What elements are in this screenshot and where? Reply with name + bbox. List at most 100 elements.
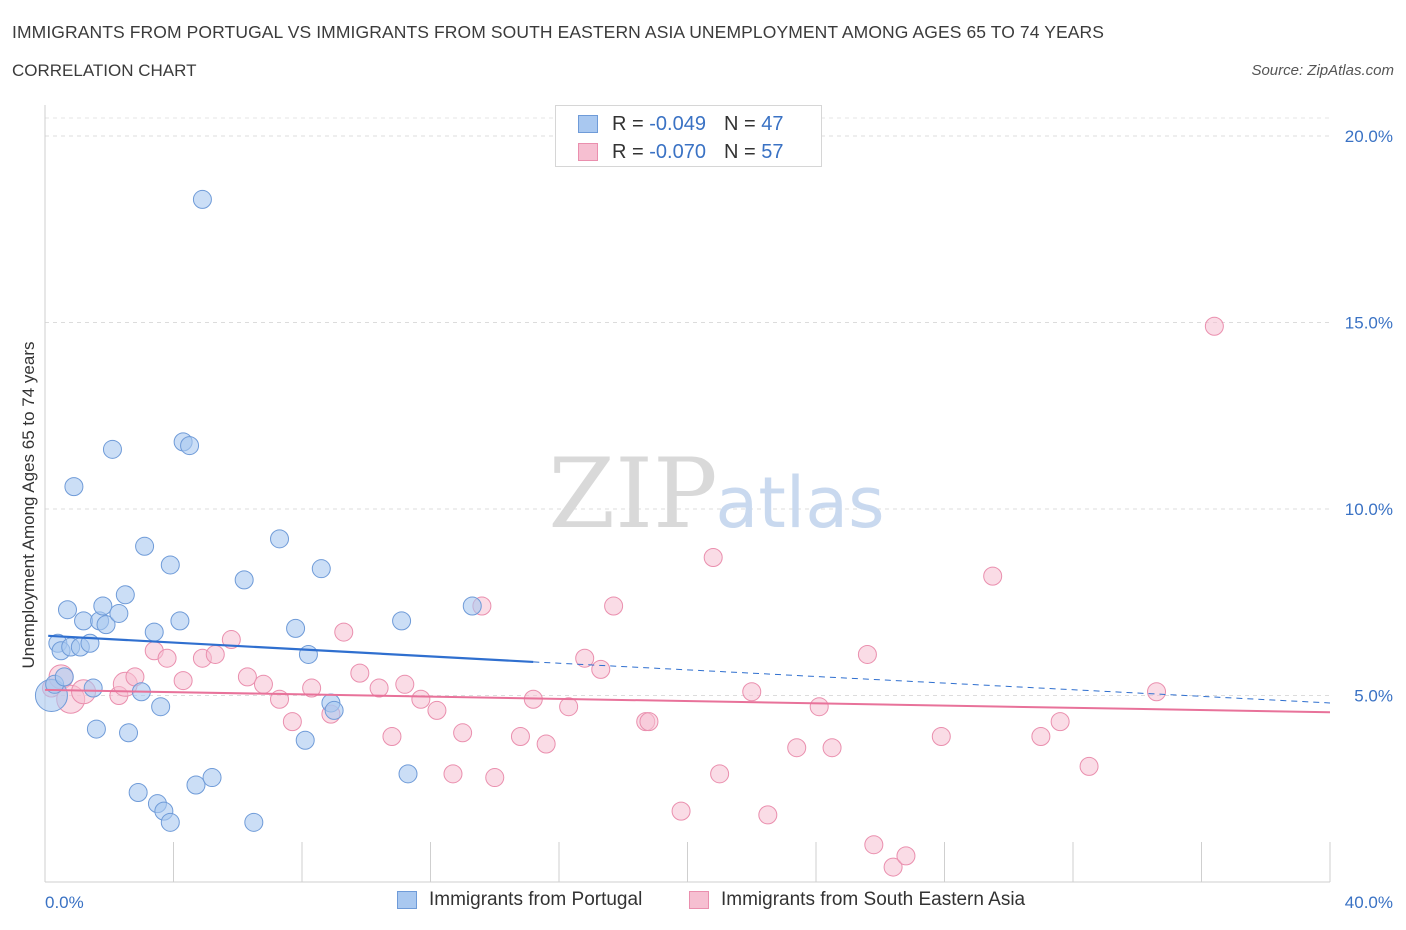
point-portugal bbox=[128, 782, 148, 802]
point-portugal bbox=[192, 189, 212, 209]
y-tick-label: 20.0% bbox=[1345, 127, 1393, 146]
point-portugal bbox=[93, 596, 113, 616]
point-sea bbox=[559, 697, 579, 717]
point-sea bbox=[510, 727, 530, 747]
point-portugal bbox=[270, 529, 290, 549]
point-sea bbox=[350, 663, 370, 683]
point-sea bbox=[1050, 712, 1070, 732]
point-sea bbox=[369, 678, 389, 698]
axes bbox=[44, 105, 1331, 883]
point-sea bbox=[282, 712, 302, 732]
y-tick-label: 15.0% bbox=[1345, 314, 1393, 333]
point-portugal bbox=[96, 615, 116, 635]
point-portugal bbox=[160, 812, 180, 832]
legend-n-label: N = bbox=[723, 140, 756, 163]
trend-line-portugal bbox=[48, 634, 534, 664]
series-portugal-points bbox=[34, 189, 482, 832]
legend-item-portugal: Immigrants from Portugal bbox=[397, 889, 642, 911]
point-sea bbox=[857, 644, 877, 664]
point-sea bbox=[822, 738, 842, 758]
point-sea bbox=[591, 659, 611, 679]
point-portugal bbox=[180, 436, 200, 456]
point-sea bbox=[1147, 682, 1167, 702]
legend-swatch-blue bbox=[578, 115, 598, 133]
point-sea bbox=[758, 805, 778, 825]
legend-r-value: -0.070 bbox=[649, 140, 706, 163]
y-axis-label: Unemployment Among Ages 65 to 74 years bbox=[19, 342, 38, 669]
point-portugal bbox=[151, 697, 171, 717]
legend-swatch-blue bbox=[397, 891, 417, 909]
point-portugal bbox=[115, 585, 135, 605]
point-portugal bbox=[83, 678, 103, 698]
point-portugal bbox=[86, 719, 106, 739]
point-sea bbox=[382, 727, 402, 747]
chart-title: IMMIGRANTS FROM PORTUGAL VS IMMIGRANTS F… bbox=[12, 22, 1105, 42]
point-sea bbox=[157, 648, 177, 668]
legend-row-portugal: R = -0.049 N = 47 bbox=[578, 112, 783, 136]
point-sea bbox=[639, 712, 659, 732]
point-sea bbox=[173, 671, 193, 691]
legend-r-value: -0.049 bbox=[649, 112, 706, 135]
point-sea bbox=[983, 566, 1003, 586]
legend-item-sea: Immigrants from South Eastern Asia bbox=[689, 889, 1025, 911]
point-sea bbox=[742, 682, 762, 702]
point-sea bbox=[395, 674, 415, 694]
correlation-legend: R = -0.049 N = 47 R = -0.070 N = 57 bbox=[555, 105, 822, 167]
point-portugal bbox=[244, 812, 264, 832]
point-sea bbox=[604, 596, 624, 616]
point-portugal bbox=[398, 764, 418, 784]
point-portugal bbox=[144, 622, 164, 642]
point-portugal bbox=[324, 700, 344, 720]
point-sea bbox=[931, 727, 951, 747]
point-portugal bbox=[109, 603, 129, 623]
trend-lines bbox=[44, 634, 1331, 714]
y-tick-label: 10.0% bbox=[1345, 500, 1393, 519]
legend-label-sea: Immigrants from South Eastern Asia bbox=[721, 889, 1026, 910]
point-sea bbox=[1031, 727, 1051, 747]
point-portugal bbox=[119, 723, 139, 743]
point-sea bbox=[710, 764, 730, 784]
watermark-atlas: atlas bbox=[715, 462, 884, 544]
trend-line-portugal-extension bbox=[533, 661, 1331, 704]
point-sea bbox=[896, 846, 916, 866]
legend-n-value: 57 bbox=[761, 140, 784, 163]
point-sea bbox=[237, 667, 257, 687]
point-sea bbox=[671, 801, 691, 821]
legend-swatch-pink bbox=[689, 891, 709, 909]
point-sea bbox=[453, 723, 473, 743]
legend-row-sea: R = -0.070 N = 57 bbox=[578, 140, 783, 164]
y-tick-label: 5.0% bbox=[1354, 687, 1393, 706]
grid-lines bbox=[45, 117, 1330, 696]
chart-subtitle: CORRELATION CHART bbox=[12, 61, 197, 80]
point-sea bbox=[575, 648, 595, 668]
point-portugal bbox=[54, 667, 74, 687]
point-portugal bbox=[392, 611, 412, 631]
point-portugal bbox=[234, 570, 254, 590]
point-portugal bbox=[57, 600, 77, 620]
point-sea bbox=[221, 630, 241, 650]
legend-n-label: N = bbox=[723, 112, 756, 135]
point-sea bbox=[809, 697, 829, 717]
trend-line-sea bbox=[44, 688, 1331, 714]
x-tick-label-max: 40.0% bbox=[1345, 893, 1393, 912]
point-portugal bbox=[311, 559, 331, 579]
point-portugal bbox=[160, 555, 180, 575]
point-sea bbox=[411, 689, 431, 709]
point-portugal bbox=[64, 477, 84, 497]
point-sea bbox=[883, 857, 903, 877]
legend-r-label: R = bbox=[612, 112, 644, 135]
point-sea bbox=[703, 547, 723, 567]
point-portugal bbox=[298, 644, 318, 664]
point-sea bbox=[864, 835, 884, 855]
legend-label-portugal: Immigrants from Portugal bbox=[429, 889, 643, 910]
legend-n-value: 47 bbox=[761, 112, 784, 135]
x-tick-label-min: 0.0% bbox=[45, 893, 84, 912]
point-portugal bbox=[462, 596, 482, 616]
series-sea-points bbox=[41, 316, 1224, 877]
point-sea bbox=[427, 700, 447, 720]
point-portugal bbox=[135, 536, 155, 556]
point-sea bbox=[302, 678, 322, 698]
point-sea bbox=[205, 644, 225, 664]
point-sea bbox=[1079, 756, 1099, 776]
